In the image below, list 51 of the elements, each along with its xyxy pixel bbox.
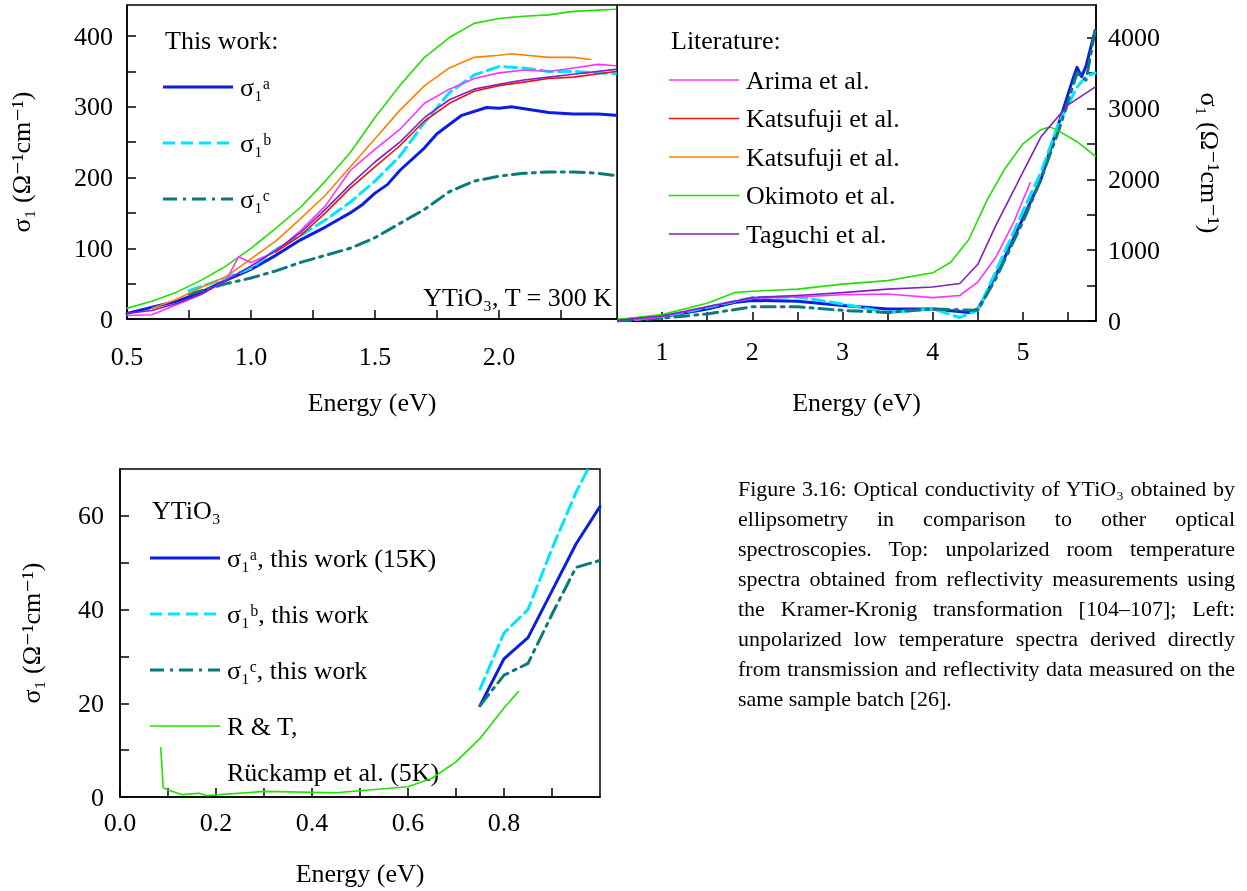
y-tick-label: 200 (74, 163, 113, 193)
annotation: YTiO₃, T = 300 K (423, 282, 613, 312)
y-tick-label: 40 (78, 595, 104, 625)
y-tick-label: 20 (78, 688, 104, 718)
legend-label: Katsufuji et al. (746, 104, 900, 133)
x-tick-label: 0.4 (295, 807, 329, 837)
legend-label: Arima et al. (746, 65, 870, 95)
y-tick-label: 3000 (1108, 93, 1160, 123)
caption-text: Figure 3.16: Optical conductivity of YTiO₃ obtained by ellipsometry in comparison to other optical spectroscopies. Top: unpolarized room temperature spectra obtained from reflectivity measurements using the Kramer-Kronig transformation [104–107]; Left: unpolarized low temperature spectra derived directly from transmission and reflectivity data measured on the same sample batch [26]. (738, 475, 1235, 713)
x-tick-label: 0.2 (199, 807, 233, 837)
x-axis-title: Energy (eV) (295, 858, 425, 888)
y-tick-label: 400 (74, 21, 113, 51)
x-tick-label: 2 (745, 336, 759, 366)
y-tick-label: 0 (1108, 306, 1121, 336)
x-tick-label: 0.8 (487, 807, 521, 837)
y-tick-label: 0 (91, 782, 104, 812)
x-tick-label: 5 (1016, 336, 1030, 366)
legend-label: σ₁ᶜ, this work (227, 655, 368, 685)
x-tick-label: 1 (655, 336, 669, 366)
y-tick-label: 0 (100, 304, 113, 334)
legend-title: Literature: (671, 25, 781, 55)
legend-label: σ₁ᵃ, this work (15K) (227, 543, 437, 573)
y-axis-title: σ₁ (Ω⁻¹cm⁻¹) (16, 562, 46, 704)
x-axis-title: Energy (eV) (307, 387, 437, 417)
x-tick-label: 1.0 (234, 341, 268, 371)
y-axis-title: σ₁ (Ω⁻¹cm⁻¹) (1194, 92, 1224, 234)
legend-title: This work: (165, 25, 279, 55)
legend-label: σ₁ᵃ (240, 72, 271, 102)
legend-label: Katsufuji et al. (746, 142, 900, 172)
x-tick-label: 0.6 (391, 807, 425, 837)
y-axis-title: σ₁ (Ω⁻¹cm⁻¹) (6, 91, 36, 233)
legend-label: σ₁ᵇ, this work (227, 599, 369, 629)
x-tick-label: 3 (836, 336, 850, 366)
legend-label: Okimoto et al. (746, 181, 896, 210)
x-tick-label: 0.0 (103, 807, 137, 837)
legend-title: YTiO₃ (152, 495, 221, 525)
x-tick-label: 4 (926, 336, 940, 366)
x-tick-label: 1.5 (358, 341, 392, 371)
y-tick-label: 1000 (1108, 235, 1160, 265)
y-tick-label: 60 (78, 501, 104, 531)
legend-label: σ₁ᵇ (240, 128, 272, 158)
x-tick-label: 0.5 (110, 341, 144, 371)
y-tick-label: 100 (74, 233, 113, 263)
legend-label: σ₁ᶜ (240, 184, 271, 214)
y-tick-label: 2000 (1108, 164, 1160, 194)
y-tick-label: 300 (74, 92, 113, 122)
legend-label: R & T, Rückamp et al. (5K) (227, 711, 440, 787)
x-tick-label: 2.0 (482, 341, 516, 371)
x-axis-title: Energy (eV) (792, 387, 921, 417)
legend-label: Taguchi et al. (746, 219, 887, 249)
y-tick-label: 4000 (1108, 23, 1160, 53)
